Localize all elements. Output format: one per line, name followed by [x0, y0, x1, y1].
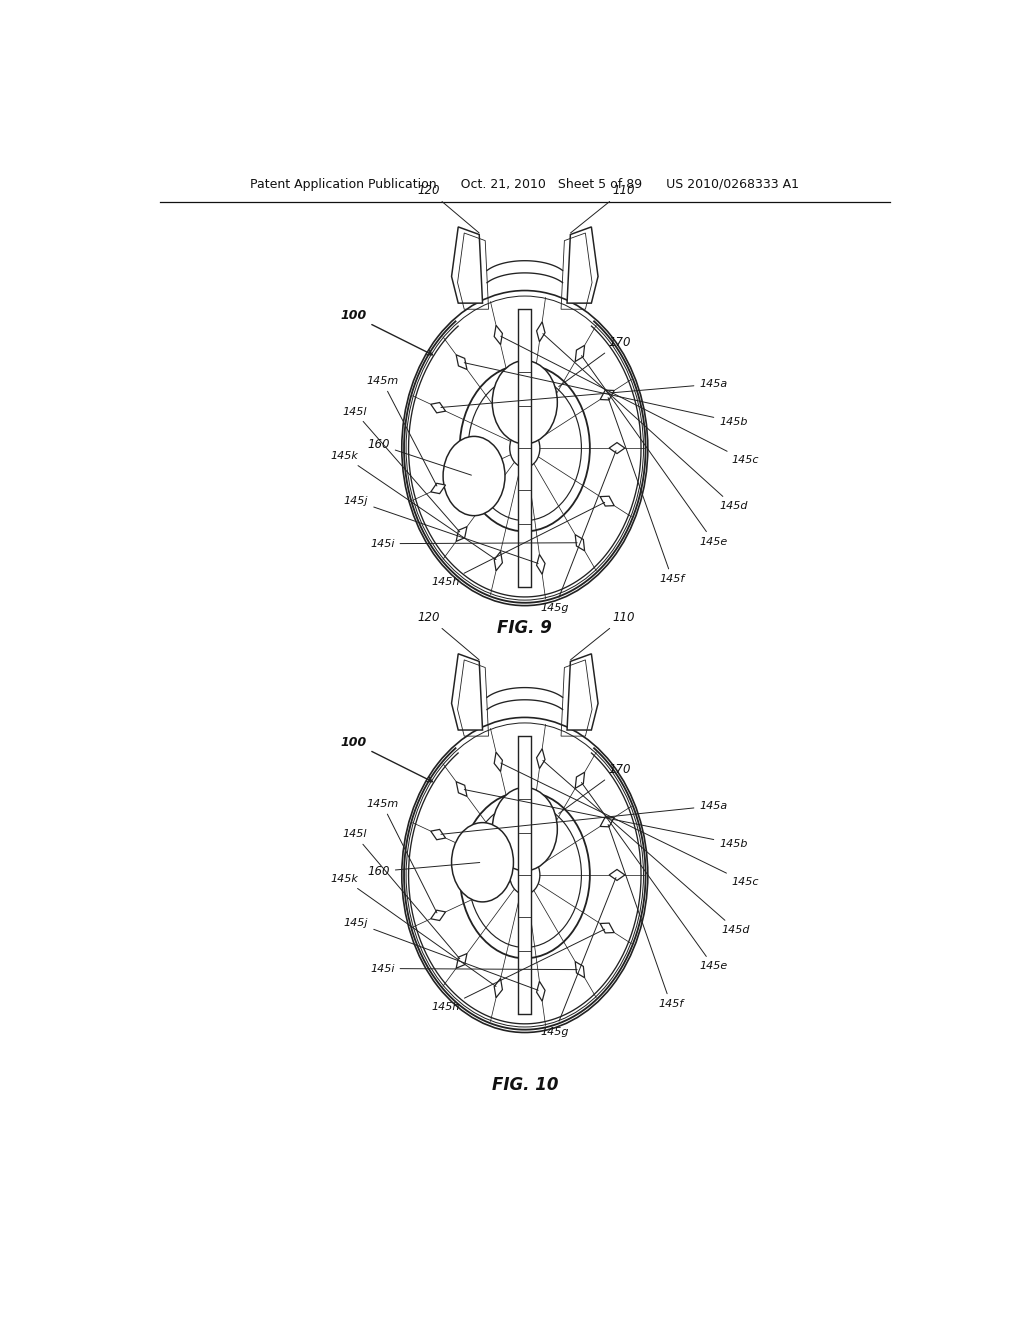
- Polygon shape: [452, 653, 482, 730]
- Circle shape: [452, 822, 513, 902]
- Polygon shape: [495, 752, 503, 771]
- Text: 145l: 145l: [342, 407, 460, 532]
- Text: 145e: 145e: [582, 355, 728, 546]
- Text: 100: 100: [340, 309, 432, 355]
- Text: 145m: 145m: [367, 376, 437, 486]
- Polygon shape: [609, 870, 625, 880]
- Text: 145d: 145d: [543, 760, 751, 935]
- Text: 145f: 145f: [608, 825, 683, 1008]
- Text: 110: 110: [570, 611, 635, 660]
- Polygon shape: [456, 781, 467, 796]
- Text: 100: 100: [340, 735, 432, 781]
- Text: 145j: 145j: [344, 917, 539, 990]
- Text: 145k: 145k: [331, 874, 496, 986]
- Polygon shape: [495, 978, 503, 998]
- Text: 145c: 145c: [501, 337, 759, 466]
- Text: 120: 120: [418, 183, 479, 232]
- Text: 145c: 145c: [501, 763, 759, 887]
- Text: 145f: 145f: [608, 397, 685, 585]
- Polygon shape: [537, 981, 545, 1001]
- Text: 145b: 145b: [464, 363, 748, 426]
- Circle shape: [510, 429, 540, 467]
- Polygon shape: [567, 653, 598, 730]
- Text: FIG. 10: FIG. 10: [492, 1076, 558, 1094]
- Text: 160: 160: [368, 862, 479, 878]
- Text: Patent Application Publication      Oct. 21, 2010   Sheet 5 of 89      US 2010/0: Patent Application Publication Oct. 21, …: [250, 178, 800, 191]
- Polygon shape: [537, 322, 545, 342]
- Text: 145g: 145g: [541, 878, 616, 1036]
- Polygon shape: [600, 817, 614, 826]
- Polygon shape: [537, 748, 545, 768]
- Polygon shape: [431, 829, 445, 840]
- Text: FIG. 9: FIG. 9: [498, 619, 552, 638]
- Bar: [518, 737, 531, 1014]
- Polygon shape: [495, 552, 503, 570]
- Polygon shape: [600, 496, 614, 506]
- Text: 145k: 145k: [331, 451, 496, 560]
- Polygon shape: [537, 554, 545, 574]
- Polygon shape: [567, 227, 598, 304]
- Polygon shape: [431, 911, 445, 920]
- Polygon shape: [452, 227, 482, 304]
- Text: 145b: 145b: [464, 789, 748, 849]
- Circle shape: [443, 437, 505, 516]
- Text: 145e: 145e: [582, 783, 728, 972]
- Text: 145a: 145a: [441, 801, 728, 834]
- Text: 145l: 145l: [342, 829, 460, 958]
- Polygon shape: [456, 953, 467, 969]
- Text: 110: 110: [570, 183, 635, 232]
- Text: 145a: 145a: [441, 379, 728, 408]
- Text: 145h: 145h: [432, 929, 604, 1012]
- Polygon shape: [456, 527, 467, 541]
- Text: 145i: 145i: [370, 964, 578, 974]
- Polygon shape: [600, 923, 614, 933]
- Text: 145j: 145j: [344, 496, 539, 564]
- Polygon shape: [431, 403, 445, 413]
- Polygon shape: [609, 442, 625, 454]
- Circle shape: [493, 788, 557, 871]
- Polygon shape: [431, 483, 445, 494]
- Polygon shape: [575, 535, 585, 550]
- Polygon shape: [575, 772, 585, 788]
- Polygon shape: [456, 355, 467, 370]
- Polygon shape: [575, 346, 585, 362]
- Text: 120: 120: [418, 611, 479, 660]
- Text: 170: 170: [559, 335, 631, 387]
- Text: 160: 160: [368, 438, 471, 475]
- Circle shape: [510, 855, 540, 894]
- Text: 145h: 145h: [432, 503, 605, 587]
- Bar: [518, 309, 531, 586]
- Text: 170: 170: [559, 763, 631, 813]
- Text: 145i: 145i: [370, 539, 578, 549]
- Circle shape: [493, 360, 557, 444]
- Polygon shape: [600, 391, 614, 400]
- Polygon shape: [495, 325, 503, 345]
- Polygon shape: [575, 961, 585, 978]
- Text: 145m: 145m: [367, 799, 437, 913]
- Text: 145d: 145d: [543, 334, 748, 511]
- Text: 145g: 145g: [541, 450, 616, 612]
